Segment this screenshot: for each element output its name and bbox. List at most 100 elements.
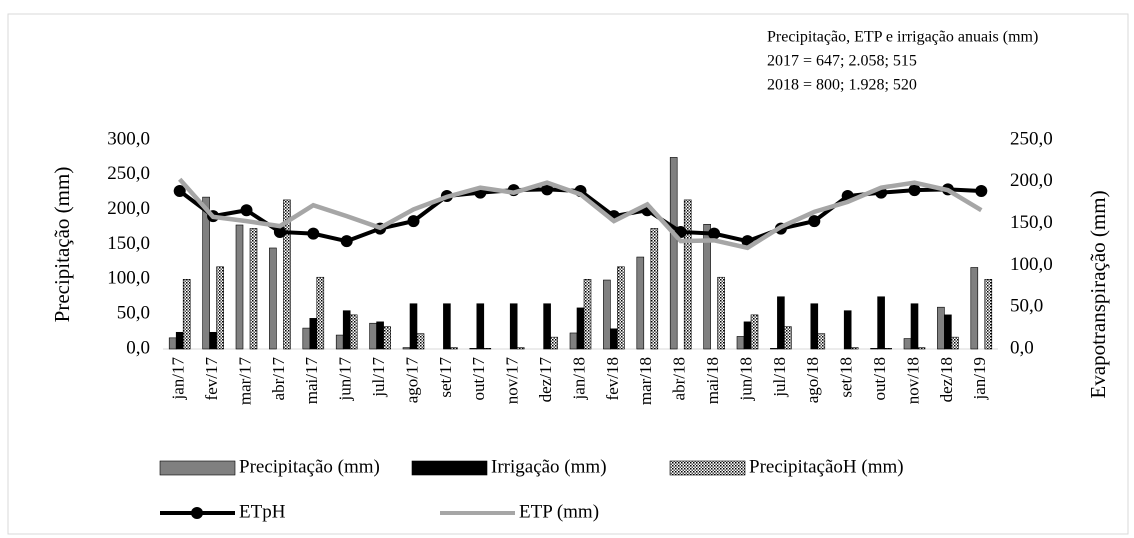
- x-tick-label: mar/18: [636, 357, 655, 405]
- bar: [383, 326, 391, 350]
- bar: [650, 228, 659, 350]
- bar: [376, 321, 384, 350]
- x-tick-label: mai/17: [302, 357, 321, 405]
- bar: [703, 223, 711, 350]
- bar: [168, 337, 177, 350]
- y2-tick-label: 50,0: [1010, 296, 1043, 317]
- bar: [850, 347, 859, 350]
- bar: [884, 348, 892, 350]
- x-tick-label: abr/18: [670, 357, 689, 400]
- bar: [550, 336, 558, 350]
- bar: [810, 303, 819, 350]
- line-marker: [908, 184, 921, 197]
- line-marker: [173, 184, 186, 197]
- legend-label: ETpH: [239, 501, 286, 522]
- bar: [476, 303, 485, 350]
- bar: [302, 327, 311, 350]
- x-tick-label: jan/19: [970, 357, 989, 401]
- bar: [509, 303, 518, 350]
- x-tick-label: ago/17: [402, 357, 421, 404]
- legend-label: Irrigação (mm): [491, 456, 607, 477]
- line-marker: [273, 225, 286, 238]
- bar: [269, 247, 277, 350]
- bar: [617, 266, 625, 350]
- annotation: Precipitação, ETP e irrigação anuais (mm…: [767, 29, 1038, 46]
- bar: [944, 314, 952, 350]
- x-tick-label: set/18: [837, 357, 856, 398]
- x-tick-label: out/17: [469, 357, 488, 401]
- bar: [917, 347, 926, 350]
- bar: [450, 347, 458, 350]
- bar: [342, 310, 351, 350]
- x-tick-label: nov/17: [503, 357, 522, 405]
- y2-tick-label: 150,0: [1010, 212, 1053, 233]
- x-tick-label: set/17: [436, 357, 455, 398]
- bar: [576, 307, 585, 350]
- bar: [316, 276, 325, 350]
- bar: [777, 296, 785, 350]
- bar: [469, 348, 478, 350]
- bar: [569, 332, 578, 350]
- x-tick-label: ago/18: [803, 357, 822, 403]
- bar: [984, 279, 993, 350]
- line-marker: [307, 227, 320, 240]
- y-tick-label: 0,0: [126, 337, 150, 358]
- x-tick-label: mar/17: [235, 357, 254, 406]
- legend-swatch: [159, 460, 236, 476]
- y-tick-label: 150,0: [107, 233, 150, 254]
- line-marker: [808, 215, 821, 228]
- bar: [717, 276, 725, 350]
- x-tick-label: dez/17: [536, 357, 555, 403]
- x-tick-label: jun/17: [336, 357, 355, 402]
- bar: [543, 303, 551, 350]
- bar: [877, 296, 885, 350]
- y-tick-label: 250,0: [107, 163, 150, 184]
- bar: [483, 348, 492, 350]
- chart-border: [7, 13, 1129, 535]
- bar: [309, 318, 318, 350]
- line-marker: [975, 184, 988, 197]
- bar: [870, 348, 878, 350]
- y2-tick-label: 100,0: [1010, 254, 1053, 275]
- x-tick-label: jul/18: [770, 357, 789, 398]
- bar: [369, 322, 377, 350]
- y-axis-label: Precipitação (mm): [50, 167, 74, 323]
- bar: [202, 196, 210, 350]
- bar: [209, 331, 217, 350]
- bar: [182, 279, 191, 350]
- y2-axis-label: Evapotranspiração (mm): [1086, 190, 1110, 398]
- x-tick-label: fev/17: [202, 357, 221, 401]
- bar: [843, 310, 852, 350]
- x-tick-label: jul/17: [369, 357, 388, 398]
- bar: [516, 347, 525, 350]
- x-tick-label: nov/18: [903, 357, 922, 404]
- y2-tick-label: 0,0: [1010, 337, 1034, 358]
- bar: [249, 228, 258, 350]
- bar: [335, 334, 344, 350]
- bar: [283, 199, 291, 350]
- bar: [583, 279, 592, 350]
- line-marker: [407, 215, 420, 228]
- bar: [750, 314, 759, 350]
- bar: [603, 279, 611, 350]
- bar: [937, 306, 945, 350]
- bar: [349, 314, 358, 350]
- bar: [402, 347, 411, 350]
- legend-label: PrecipitaçãoH (mm): [749, 456, 904, 477]
- bar: [416, 333, 425, 350]
- y2-tick-label: 200,0: [1010, 170, 1053, 191]
- line-marker: [340, 235, 353, 248]
- bar: [683, 199, 692, 350]
- y2-tick-label: 250,0: [1010, 128, 1053, 149]
- y-tick-label: 50,0: [117, 303, 150, 324]
- bar: [216, 266, 224, 350]
- x-tick-label: out/18: [870, 357, 889, 400]
- bar: [443, 303, 451, 350]
- line-marker: [240, 204, 253, 217]
- bar: [736, 336, 745, 350]
- line-marker: [708, 227, 721, 240]
- line-series: [178, 177, 983, 251]
- bar: [910, 303, 919, 350]
- legend-marker: [191, 507, 203, 519]
- bar: [235, 224, 244, 350]
